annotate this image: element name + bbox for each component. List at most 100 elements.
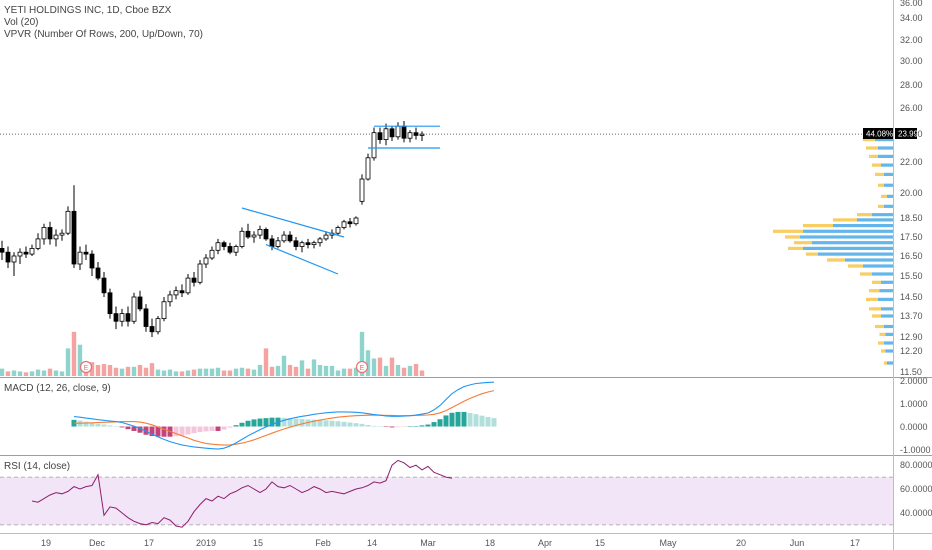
candle-body [413, 132, 419, 136]
candle-body [167, 294, 173, 303]
vpvr-bar-up [812, 241, 893, 245]
trendline-lower[interactable] [265, 244, 339, 275]
price-change-percent: 44.08% [866, 130, 893, 139]
macd-histogram-bar [425, 424, 431, 427]
macd-histogram-bar [191, 426, 197, 434]
macd-histogram-bar [221, 426, 227, 430]
vpvr-bar-down [872, 163, 881, 167]
volume-bar [251, 369, 257, 376]
macd-histogram-bar [383, 426, 389, 428]
macd-histogram-bar [287, 418, 293, 427]
vpvr-bar-down [785, 235, 800, 239]
earnings-marker-label: E [84, 365, 89, 372]
volume-bar [257, 364, 263, 376]
time-tick-label: 2019 [196, 538, 216, 548]
candle-body [395, 125, 401, 138]
candle-body [389, 128, 395, 138]
price-tick-label: 14.50 [900, 292, 923, 302]
macd-histogram-bar [359, 423, 365, 427]
volume-bar [89, 362, 95, 376]
macd-histogram-bar [83, 421, 89, 427]
candle-body [323, 234, 329, 240]
volume-bar [215, 367, 221, 376]
candle-body [59, 232, 65, 236]
volume-bar [71, 331, 77, 376]
macd-histogram-bar [329, 420, 335, 427]
volume-bar [377, 357, 383, 376]
rsi-legend[interactable]: RSI (14, close) [4, 461, 70, 472]
candle-body [293, 240, 299, 247]
volume-bar [383, 365, 389, 376]
price-tick-label: 13.70 [900, 311, 923, 321]
earnings-marker[interactable] [79, 360, 93, 374]
macd-histogram-bar [419, 425, 425, 427]
volume-bar [167, 369, 173, 376]
macd-histogram-bar [239, 422, 245, 427]
current-price-badge: 44.08% 23.99 [863, 128, 919, 139]
candle-body [155, 318, 161, 333]
macd-tick-label: 1.0000 [900, 399, 928, 409]
volume-bar [17, 371, 23, 376]
earnings-marker[interactable] [355, 360, 369, 374]
volume-bar [23, 372, 29, 376]
volume-bar [191, 369, 197, 376]
candle-body [263, 228, 269, 240]
candle-body [239, 230, 245, 247]
vpvr-bar-down [869, 307, 881, 311]
axes: 36.0034.0032.0030.0028.0026.0024.0022.00… [41, 0, 932, 548]
candle-body [215, 242, 221, 251]
time-tick-label: May [659, 538, 677, 548]
candle-body [173, 290, 179, 296]
vpvr-legend[interactable]: VPVR (Number Of Rows, 200, Up/Down, 70) [4, 29, 203, 40]
price-tick-label: 11.50 [900, 367, 922, 377]
trendline-upper[interactable] [241, 207, 345, 238]
volume-bar [347, 368, 353, 376]
macd-histogram-bar [371, 425, 377, 427]
macd-histogram-bar [137, 426, 143, 433]
rsi-tick-label: 60.0000 [900, 484, 932, 494]
price-tick-label: 28.00 [900, 80, 923, 90]
macd-legend[interactable]: MACD (12, 26, close, 9) [4, 383, 111, 394]
macd-histogram-bar [269, 417, 275, 427]
rsi-band [0, 477, 893, 525]
macd-histogram-bar [131, 426, 137, 431]
macd-histogram-bar [245, 420, 251, 427]
volume-bar [359, 331, 365, 376]
macd-tick-label: -1.0000 [900, 445, 931, 455]
volume-bar [239, 367, 245, 376]
volume-bar [275, 365, 281, 376]
macd-histogram-bar [179, 426, 185, 436]
volume-bar [185, 370, 191, 376]
time-tick-label: Apr [538, 538, 552, 548]
volume-bar [209, 368, 215, 376]
vpvr-bar-up [887, 361, 893, 365]
candle-body [119, 313, 125, 322]
vpvr-bar-down [872, 280, 881, 284]
vpvr-bar-up [885, 349, 893, 353]
macd-histogram-bar [113, 426, 119, 427]
macd-histogram-bar [89, 422, 95, 427]
macd-histogram-bar [95, 423, 101, 427]
macd-histogram-bar [353, 423, 359, 427]
vpvr-bar-up [878, 154, 893, 158]
macd-histogram-bar [161, 426, 167, 437]
candle-body [419, 133, 425, 136]
candle-body [257, 228, 263, 236]
vpvr-bar-up [879, 289, 893, 293]
candle-body [185, 277, 191, 294]
vpvr-bar-down [879, 332, 886, 336]
vpvr-bar-up [800, 235, 893, 239]
symbol-legend[interactable]: YETI HOLDINGS INC, 1D, Cboe BZX [4, 5, 172, 16]
volume-bar [269, 366, 275, 376]
time-tick-label: 20 [736, 538, 746, 548]
macd-histogram-bar [443, 415, 449, 427]
candle-body [53, 234, 59, 240]
candle-body [11, 255, 17, 263]
candle-body [347, 221, 353, 225]
vpvr-bar-up [881, 163, 893, 167]
rsi-pane [0, 459, 893, 528]
volume-legend[interactable]: Vol (20) [4, 17, 38, 28]
candle-body [221, 242, 227, 247]
volume-bar [221, 370, 227, 376]
